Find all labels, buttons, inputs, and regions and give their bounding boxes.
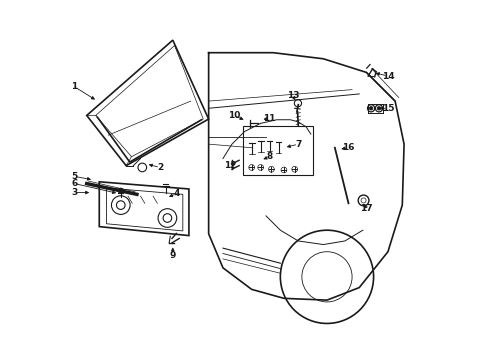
Circle shape bbox=[368, 107, 372, 110]
Text: 15: 15 bbox=[381, 104, 393, 113]
Text: 17: 17 bbox=[359, 204, 372, 213]
Circle shape bbox=[376, 107, 380, 110]
Text: 9: 9 bbox=[169, 251, 176, 260]
Text: 10: 10 bbox=[227, 111, 240, 120]
Text: 13: 13 bbox=[286, 91, 299, 100]
Text: 7: 7 bbox=[294, 140, 301, 149]
Text: 8: 8 bbox=[266, 152, 272, 161]
Text: 12: 12 bbox=[224, 161, 236, 170]
Text: 5: 5 bbox=[71, 172, 78, 181]
Text: 14: 14 bbox=[381, 72, 393, 81]
Text: 1: 1 bbox=[71, 82, 78, 91]
Text: 16: 16 bbox=[342, 143, 354, 152]
Bar bbox=[243, 126, 313, 175]
Text: 3: 3 bbox=[71, 188, 78, 197]
Text: 11: 11 bbox=[263, 114, 275, 123]
Text: 4: 4 bbox=[173, 189, 179, 198]
Text: 2: 2 bbox=[157, 163, 163, 172]
Circle shape bbox=[118, 188, 123, 193]
Text: 6: 6 bbox=[71, 179, 78, 188]
